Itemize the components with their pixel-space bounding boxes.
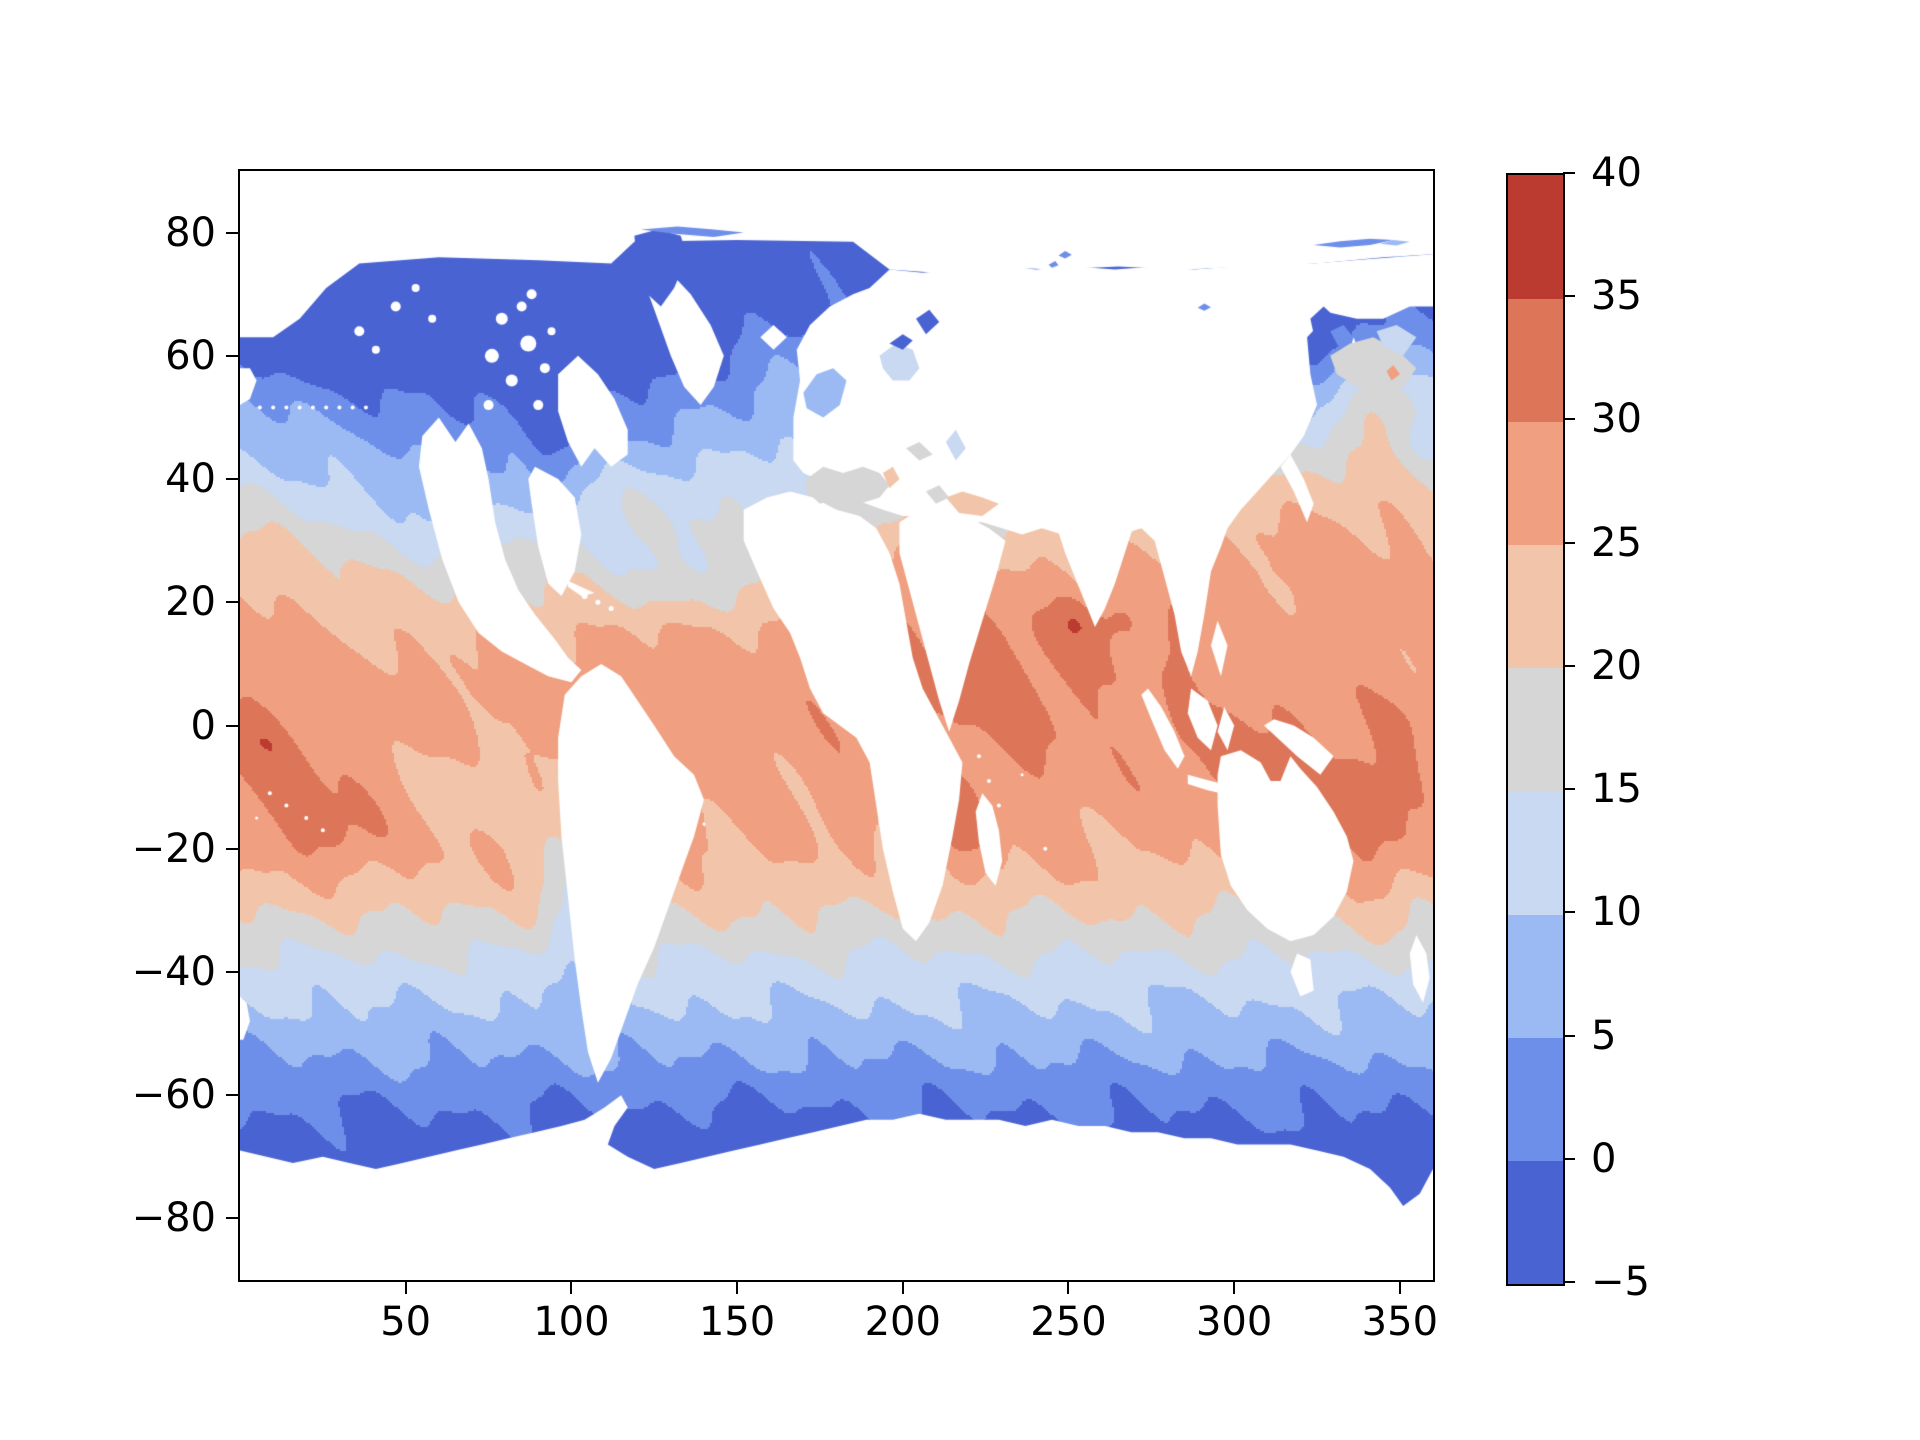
x-tick-label-350: 350 <box>1361 1299 1439 1345</box>
y-tick-label--40: −40 <box>131 948 216 995</box>
x-tick-200 <box>901 1282 904 1294</box>
y-tick-0 <box>226 724 238 727</box>
colorbar-tick-label-20: 20 <box>1591 642 1642 689</box>
colorbar-tick-label-35: 35 <box>1591 273 1642 320</box>
colorbar-segment-15-20 <box>1508 667 1563 792</box>
y-tick-label-20: 20 <box>165 579 216 626</box>
sst-map-canvas <box>240 171 1433 1280</box>
x-tick-label-250: 250 <box>1030 1299 1107 1345</box>
colorbar-tick-label-25: 25 <box>1591 519 1642 566</box>
x-tick-250 <box>1067 1282 1070 1294</box>
colorbar-tick-label-30: 30 <box>1591 396 1642 443</box>
y-tick-label-0: 0 <box>190 702 216 749</box>
colorbar-tick-label-15: 15 <box>1591 766 1642 813</box>
y-tick-label-40: 40 <box>165 456 216 503</box>
x-tick-label-50: 50 <box>380 1299 432 1345</box>
colorbar-segment-20-25 <box>1508 544 1563 669</box>
colorbar-segment-35-40 <box>1508 175 1563 299</box>
x-tick-350 <box>1398 1282 1401 1294</box>
y-tick-label--60: −60 <box>131 1072 216 1119</box>
x-tick-label-200: 200 <box>864 1299 941 1345</box>
y-tick-label-60: 60 <box>165 332 216 379</box>
colorbar-segment-10-15 <box>1508 791 1563 915</box>
y-tick--40 <box>226 970 238 973</box>
colorbar-tick-5 <box>1563 1034 1575 1037</box>
colorbar-tick-30 <box>1563 418 1575 421</box>
x-tick-100 <box>570 1282 573 1294</box>
colorbar-segment-0-5 <box>1508 1037 1563 1162</box>
y-tick-80 <box>226 231 238 234</box>
colorbar-tick-0 <box>1563 1157 1575 1160</box>
colorbar-tick-10 <box>1563 911 1575 914</box>
colorbar-segment--5-0 <box>1508 1160 1563 1285</box>
colorbar-segment-30-35 <box>1508 298 1563 422</box>
y-tick--60 <box>226 1094 238 1097</box>
x-tick-label-100: 100 <box>533 1299 610 1345</box>
y-tick--80 <box>226 1217 238 1220</box>
colorbar-tick-label--5: −5 <box>1591 1259 1650 1305</box>
colorbar-tick-label-0: 0 <box>1591 1135 1617 1182</box>
colorbar-segment-5-10 <box>1508 914 1563 1039</box>
colorbar-tick-label-40: 40 <box>1591 150 1642 196</box>
x-tick-label-300: 300 <box>1195 1299 1273 1345</box>
y-tick-40 <box>226 478 238 481</box>
x-tick-label-150: 150 <box>698 1299 776 1345</box>
colorbar-tick--5 <box>1563 1281 1575 1283</box>
colorbar-tick-15 <box>1563 788 1575 791</box>
colorbar-tick-label-5: 5 <box>1591 1012 1617 1059</box>
colorbar-tick-35 <box>1563 295 1575 298</box>
x-tick-150 <box>736 1282 739 1294</box>
colorbar <box>1506 173 1565 1286</box>
x-tick-50 <box>404 1282 407 1294</box>
map-axes <box>238 169 1435 1282</box>
colorbar-segment-25-30 <box>1508 421 1563 546</box>
colorbar-tick-20 <box>1563 664 1575 667</box>
y-tick-label-80: 80 <box>165 209 216 256</box>
colorbar-tick-label-10: 10 <box>1591 889 1642 936</box>
y-tick-label--20: −20 <box>131 825 216 872</box>
y-tick-label--80: −80 <box>131 1195 216 1242</box>
colorbar-tick-40 <box>1563 172 1575 174</box>
colorbar-tick-25 <box>1563 541 1575 544</box>
y-tick-60 <box>226 354 238 357</box>
y-tick--20 <box>226 847 238 850</box>
y-tick-20 <box>226 601 238 604</box>
x-tick-300 <box>1233 1282 1236 1294</box>
